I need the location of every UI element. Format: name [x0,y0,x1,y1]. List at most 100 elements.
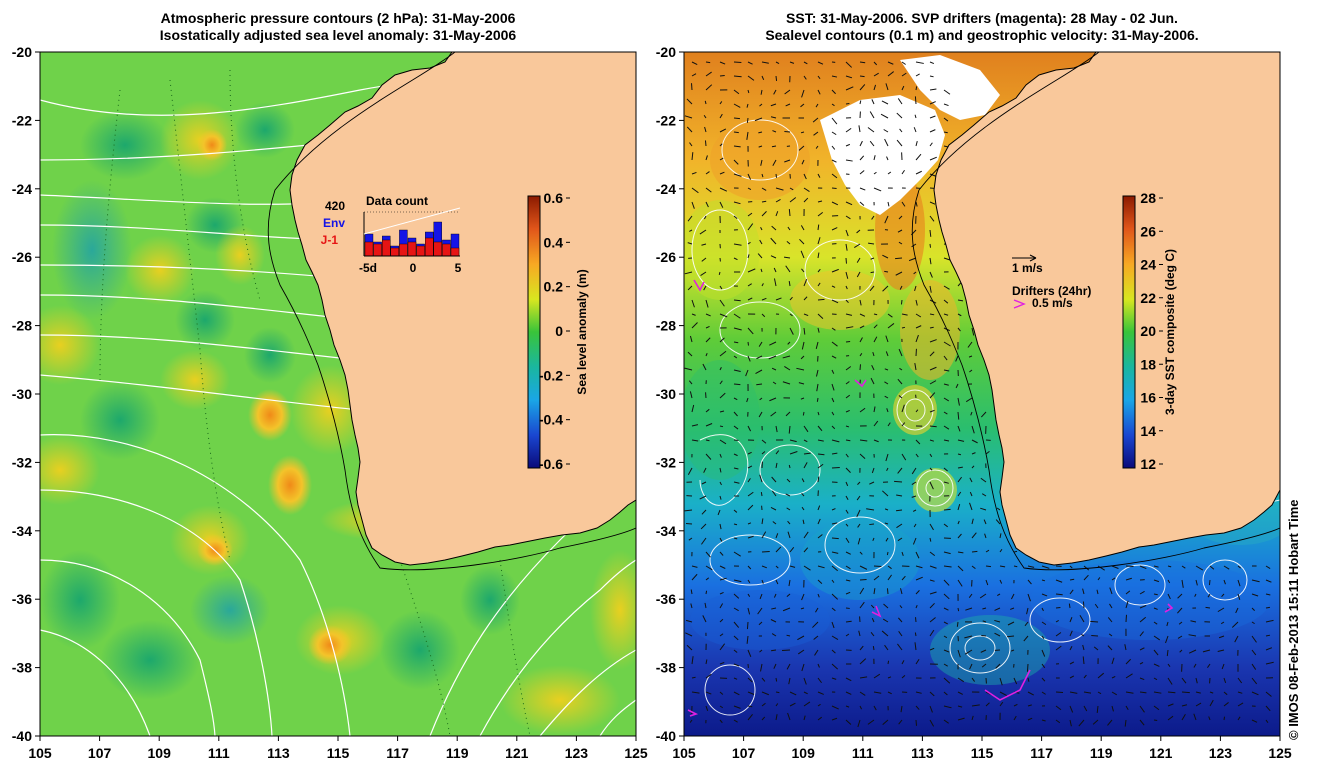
velocity-vector [1013,550,1018,553]
velocity-vector [887,323,895,329]
velocity-vector [831,593,839,600]
velocity-vector [1223,716,1226,721]
velocity-vector [965,397,973,403]
velocity-vector [929,229,932,237]
velocity-vector [705,691,712,695]
velocity-vector [943,508,951,511]
velocity-vector [873,336,878,343]
right-lon-tick-label: 119 [1090,745,1113,761]
velocity-vector [1139,616,1147,623]
velocity-vector [788,425,791,434]
velocity-vector [957,503,961,511]
velocity-vector [747,425,752,432]
velocity-vector [831,663,839,670]
velocity-vector [995,519,1001,525]
velocity-vector [705,352,708,357]
velocity-vector [705,439,710,442]
velocity-vector [769,341,777,346]
velocity-vector [1251,607,1255,611]
velocity-vector [1090,620,1099,623]
velocity-vector [1181,691,1190,694]
velocity-vector [867,127,875,133]
velocity-vector [719,523,722,530]
velocity-vector [1041,719,1046,722]
velocity-vector [761,173,764,178]
velocity-vector [1013,715,1017,721]
velocity-vector [915,73,920,77]
velocity-vector [1221,663,1225,670]
velocity-vector [1167,565,1172,568]
velocity-vector [789,313,793,317]
velocity-vector [911,495,917,498]
velocity-vector [873,171,877,175]
right-lat-tick-label: -38 [656,660,676,676]
velocity-vector [1190,620,1197,623]
velocity-vector [1083,674,1087,679]
velocity-vector [896,112,903,119]
velocity-vector [943,663,948,667]
velocity-vector [817,463,824,469]
velocity-vector [969,663,973,670]
velocity-vector [699,229,707,235]
velocity-vector [901,201,906,207]
velocity-vector [817,439,824,442]
velocity-vector [1167,593,1171,600]
velocity-vector [943,467,948,472]
velocity-vector [1079,614,1085,623]
left-lat-tick-label: -38 [12,660,32,676]
velocity-vector [759,474,763,483]
velocity-vector [871,215,875,220]
velocity-vector [831,201,839,206]
velocity-vector [901,551,904,556]
velocity-vector [929,565,937,569]
velocity-vector [957,607,960,612]
velocity-vector [957,466,963,469]
velocity-vector [856,229,861,234]
velocity-vector [929,617,936,623]
velocity-vector [913,271,917,275]
velocity-vector [1167,663,1171,667]
velocity-vector [688,380,693,385]
velocity-vector [733,341,739,344]
velocity-vector [898,617,903,623]
velocity-vector [1166,621,1169,627]
velocity-vector [786,507,791,511]
velocity-vector [885,453,889,462]
velocity-vector [788,677,791,685]
velocity-vector [929,392,936,399]
velocity-vector [769,397,777,402]
velocity-vector [775,297,782,301]
velocity-vector [845,591,851,595]
velocity-vector [856,257,861,263]
velocity-vector [915,551,920,559]
velocity-vector [719,643,726,651]
right-lon-tick-label: 113 [911,745,934,761]
velocity-vector [761,313,766,318]
velocity-vector [787,712,791,721]
velocity-vector [1179,649,1183,653]
velocity-vector [1069,661,1075,665]
velocity-vector [887,171,892,175]
velocity-vector [1153,607,1158,610]
velocity-vector [761,677,766,682]
velocity-vector [885,537,889,542]
velocity-vector [898,215,903,220]
velocity-vector [1223,565,1230,570]
velocity-vector [869,481,875,485]
velocity-vector [999,565,1006,568]
velocity-vector [803,313,809,317]
velocity-vector [719,467,722,473]
velocity-vector [817,663,820,668]
velocity-vector [733,663,740,667]
velocity-vector [1055,645,1062,651]
velocity-vector [929,453,933,458]
velocity-vector [700,523,707,530]
velocity-vector [845,633,850,637]
velocity-vector [957,520,960,525]
velocity-vector [701,257,707,262]
velocity-vector [787,341,791,345]
velocity-vector [788,579,791,587]
velocity-vector [943,635,948,639]
velocity-vector [845,285,848,290]
